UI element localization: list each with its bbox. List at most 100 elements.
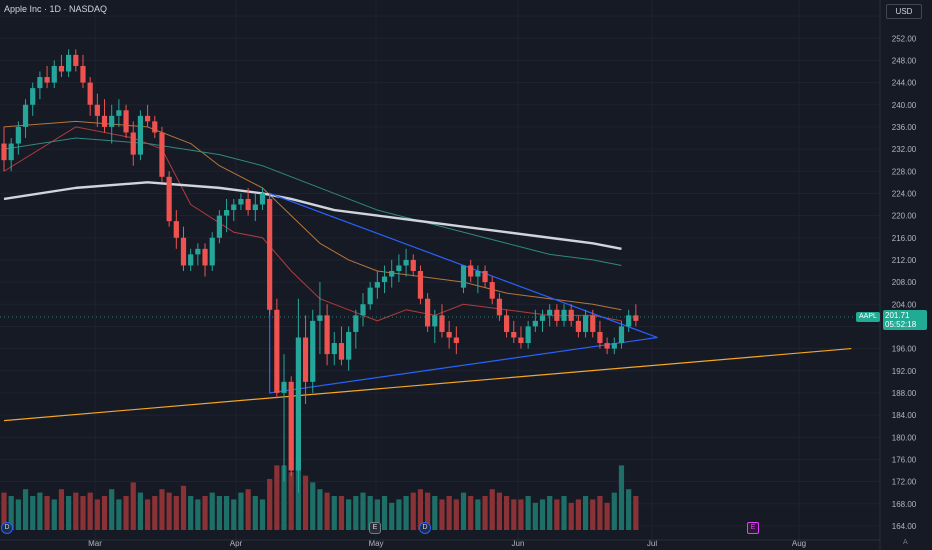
volume-bar bbox=[223, 496, 230, 530]
ma-200-line bbox=[3, 181, 622, 251]
volume-bar bbox=[73, 492, 79, 530]
candle-body bbox=[425, 298, 431, 327]
x-tick-label: Jun bbox=[512, 539, 525, 548]
volume-bar bbox=[87, 492, 93, 530]
y-tick-label: 212.00 bbox=[892, 256, 917, 265]
candle-body bbox=[58, 65, 65, 72]
y-tick-label: 184.00 bbox=[892, 411, 917, 420]
last-price: 201.71 bbox=[885, 311, 910, 320]
volume-bar bbox=[216, 496, 222, 530]
earnings-marker[interactable]: E bbox=[369, 522, 381, 534]
y-tick-label: 204.00 bbox=[892, 300, 917, 309]
volume-bar bbox=[338, 496, 345, 530]
candle-body bbox=[496, 298, 503, 316]
volume-bar bbox=[346, 499, 352, 530]
volume-bar bbox=[188, 496, 194, 530]
volume-bar bbox=[453, 499, 459, 530]
volume-bar bbox=[604, 502, 610, 530]
candle-body bbox=[159, 132, 165, 177]
volume-bar bbox=[166, 492, 172, 530]
candle-body bbox=[561, 309, 567, 321]
volume-bar bbox=[396, 499, 402, 530]
candle-body bbox=[66, 54, 72, 72]
dividend-marker[interactable]: D bbox=[1, 522, 13, 534]
auto-scale-toggle[interactable]: A bbox=[903, 539, 908, 546]
volume-bar bbox=[1, 492, 7, 530]
candle-body bbox=[116, 110, 122, 116]
candle-body bbox=[381, 276, 388, 283]
volume-bar bbox=[496, 492, 503, 530]
volume-bar bbox=[274, 465, 280, 530]
volume-bar bbox=[590, 499, 596, 530]
candle-body bbox=[575, 320, 581, 332]
candle-body bbox=[288, 381, 294, 471]
y-tick-label: 220.00 bbox=[892, 212, 917, 221]
volume-bar bbox=[252, 496, 258, 530]
volume-bar bbox=[238, 492, 244, 530]
candle-body bbox=[22, 104, 29, 127]
volume-bar bbox=[15, 499, 21, 530]
volume-bar bbox=[245, 489, 251, 530]
volume-bar bbox=[37, 492, 43, 530]
upcoming-earnings-marker[interactable]: E bbox=[747, 522, 759, 534]
volume-bar bbox=[489, 489, 495, 530]
x-tick-label: Mar bbox=[88, 539, 102, 548]
volume-bar bbox=[633, 496, 639, 530]
candle-body bbox=[87, 82, 93, 105]
candle-body bbox=[202, 248, 208, 266]
volume-bar bbox=[468, 496, 474, 530]
candle-body bbox=[410, 259, 416, 271]
y-tick-label: 244.00 bbox=[892, 79, 917, 88]
volume-bar bbox=[432, 496, 438, 530]
candle-body bbox=[51, 65, 57, 83]
bar-countdown: 05:52:18 bbox=[885, 320, 917, 329]
volume-bar bbox=[295, 462, 301, 530]
candle-body bbox=[590, 315, 596, 332]
x-tick-label: Apr bbox=[230, 539, 243, 548]
candle-body bbox=[518, 337, 524, 344]
volume-bar bbox=[626, 489, 632, 530]
currency-button[interactable]: USD bbox=[886, 4, 922, 19]
volume-bar bbox=[116, 499, 122, 530]
candle-body bbox=[209, 237, 215, 266]
candle-body bbox=[188, 254, 194, 266]
y-tick-label: 192.00 bbox=[892, 367, 917, 376]
volume-bar bbox=[381, 496, 388, 530]
y-tick-label: 232.00 bbox=[892, 145, 917, 154]
dividend-marker[interactable]: D bbox=[419, 522, 431, 534]
volume-bar bbox=[410, 492, 416, 530]
volume-bar bbox=[310, 482, 316, 530]
candle-body bbox=[582, 315, 589, 332]
x-tick-label: May bbox=[368, 539, 383, 548]
volume-bar bbox=[130, 482, 136, 530]
y-tick-label: 208.00 bbox=[892, 278, 917, 287]
candle-body bbox=[302, 337, 309, 382]
candle-body bbox=[597, 331, 603, 344]
volume-bar bbox=[288, 472, 294, 530]
candle-body bbox=[525, 326, 531, 344]
candle-body bbox=[453, 337, 459, 344]
y-tick-label: 224.00 bbox=[892, 189, 917, 198]
volume-bar bbox=[582, 496, 589, 530]
candle-body bbox=[295, 337, 301, 471]
candle-body bbox=[482, 271, 488, 283]
candle-body bbox=[475, 271, 481, 277]
candle-body bbox=[439, 315, 445, 332]
candle-body bbox=[611, 343, 617, 349]
volume-bar bbox=[317, 489, 323, 530]
volume-bar bbox=[532, 502, 538, 530]
volume-bar bbox=[231, 499, 237, 530]
volume-bar bbox=[51, 499, 57, 530]
volume-bar bbox=[173, 496, 179, 530]
candle-body bbox=[360, 304, 366, 316]
candle-body bbox=[259, 193, 266, 205]
volume-bar bbox=[547, 496, 553, 530]
volume-bar bbox=[417, 489, 424, 530]
candle-body bbox=[37, 77, 43, 89]
ma-fast-line bbox=[3, 126, 622, 322]
volume-bar bbox=[539, 499, 546, 530]
candle-body bbox=[252, 204, 258, 211]
volume-bar bbox=[511, 499, 517, 530]
candle-body bbox=[73, 54, 79, 66]
